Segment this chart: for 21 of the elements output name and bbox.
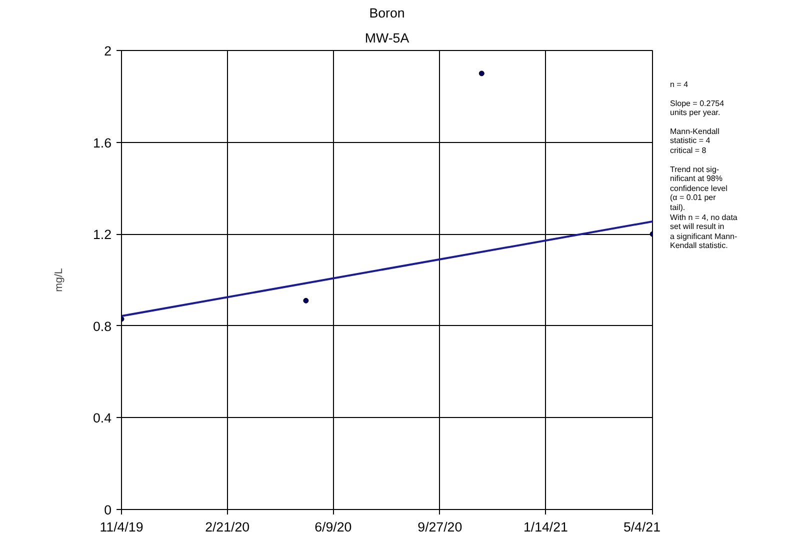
y-tick-label: 0 bbox=[104, 502, 112, 518]
x-tick-label: 5/4/21 bbox=[623, 520, 661, 534]
point bbox=[478, 70, 484, 76]
point bbox=[303, 298, 309, 304]
chart-title: Boron bbox=[369, 6, 405, 20]
x-tick-label: 11/4/19 bbox=[100, 520, 144, 534]
text: Slope = 0.2754 units per year. bbox=[670, 98, 726, 118]
text: Mann-Kendall statistic = 4 critical = 8 bbox=[670, 126, 720, 156]
x-tick-label: 9/27/20 bbox=[418, 520, 462, 534]
x-tick-label: 1/14/21 bbox=[523, 520, 568, 534]
y-tick-label: 1.2 bbox=[92, 227, 112, 242]
text: Trend not sig- nificant at 98% confidence level (α = 0.01 per tail). With n = 4, no data set will result in a significant Mann- Kendall statistic. bbox=[670, 164, 738, 250]
y-tick-label: 0.4 bbox=[92, 410, 112, 426]
y-axis-title: mg/L bbox=[52, 268, 65, 292]
chart-subtitle: MW-5A bbox=[364, 30, 410, 46]
y-tick-label: 0.8 bbox=[92, 318, 112, 334]
text: n = 4 bbox=[670, 80, 690, 90]
x-tick-label: 6/9/20 bbox=[314, 520, 352, 534]
y-tick-label: 1.6 bbox=[92, 135, 112, 150]
x-tick-label: 2/21/20 bbox=[205, 520, 250, 534]
y-tick-label: 2 bbox=[104, 44, 112, 58]
